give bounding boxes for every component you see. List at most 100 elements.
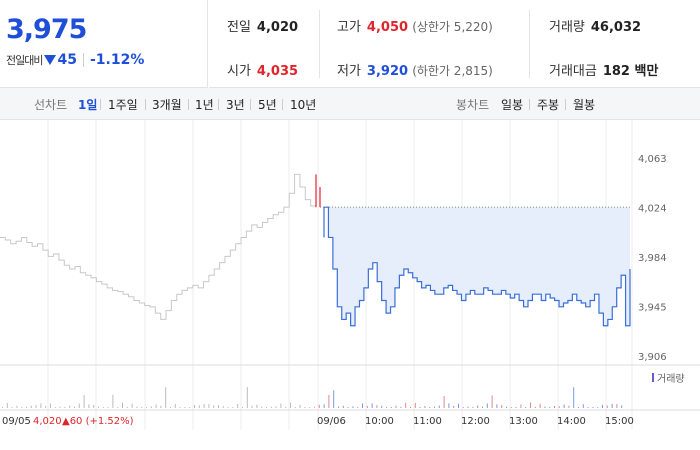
candle-monthly[interactable]: 월봉 [573, 98, 596, 112]
volume-bar [616, 404, 618, 408]
volume-bar [419, 407, 421, 408]
volume-bar [477, 405, 479, 408]
candle-daily[interactable]: 일봉 [501, 98, 524, 112]
stat-open: 시가 4,035 [227, 60, 298, 79]
stat-value: 4,035 [256, 64, 299, 79]
today-session-line [324, 206, 631, 327]
stat-amount: 거래대금 182 백만 [549, 60, 658, 79]
volume-bar [208, 403, 210, 408]
stat-value: 4,020 [256, 20, 299, 35]
line-chart-label: 선차트 [34, 98, 68, 112]
volume-bar [270, 406, 272, 408]
volume-bar [366, 405, 368, 408]
volume-bar [184, 407, 186, 408]
volume-bar [424, 405, 426, 408]
volume-bar [472, 407, 474, 408]
period-5y[interactable]: 5년 [258, 98, 277, 112]
volume-bar [194, 404, 195, 408]
x-tick-label: 09/06 [317, 416, 346, 427]
prev-day-date: 09/05 [2, 416, 31, 427]
period-1w[interactable]: 1주일 [108, 98, 138, 112]
volume-bar [237, 403, 239, 408]
chart-area [324, 207, 630, 326]
volume-bar [256, 404, 258, 408]
stat-volume: 거래량 46,032 [549, 16, 641, 35]
divider [250, 99, 251, 110]
volume-bar [285, 406, 287, 408]
volume-bar [275, 406, 277, 408]
volume-bar [290, 402, 291, 408]
price-box: 3,975 전일대비 45 -1.12% [0, 0, 208, 88]
down-triangle-icon [44, 55, 57, 65]
volume-bar [69, 405, 71, 408]
y-tick-label: 4,063 [638, 154, 667, 165]
volume-bar [107, 407, 109, 408]
volume-bar [170, 407, 171, 408]
divider [145, 99, 146, 110]
period-1d[interactable]: 1일 [78, 98, 98, 112]
volume-bar [602, 404, 603, 408]
chart-lines [0, 173, 632, 327]
volume-legend-group: 거래량 [652, 373, 685, 385]
volume-bar [122, 402, 123, 408]
volume-bar [573, 387, 575, 408]
volume-bar [6, 402, 8, 408]
volume-bar [136, 406, 138, 408]
volume-bar [88, 404, 90, 408]
volume-bar [98, 406, 99, 408]
volume-bar [491, 395, 493, 408]
volume-bar [93, 404, 95, 408]
divider [82, 53, 84, 67]
prev-session-line [0, 173, 317, 320]
stat-label: 거래량 [549, 20, 585, 35]
change-label: 전일대비 [6, 54, 43, 67]
volume-bar [338, 406, 339, 408]
stat-value: 46,032 [590, 20, 642, 35]
volume-bar [318, 404, 320, 408]
volume-bar [510, 407, 512, 408]
volume-bar [578, 406, 579, 408]
x-tick-label: 12:00 [461, 416, 490, 427]
volume-bar [405, 402, 407, 408]
price-chart[interactable]: 4,063 4,024 3,984 3,945 3,906 09/05 4,020 ▲60 … [0, 120, 700, 450]
divider [100, 99, 101, 110]
volume-bar [35, 405, 37, 408]
volume-bar [78, 403, 80, 408]
period-1y[interactable]: 1년 [195, 98, 214, 112]
volume-legend-swatch [652, 373, 654, 382]
volume-bar [462, 407, 464, 408]
volume-bar [438, 405, 440, 408]
volume-bar [386, 406, 387, 408]
period-3y[interactable]: 3년 [226, 98, 245, 112]
volume-bars [2, 387, 623, 408]
volume-bar [458, 403, 459, 408]
volume-bar [117, 407, 119, 408]
volume-bar [54, 407, 56, 408]
volume-bar [179, 407, 181, 408]
volume-bar [246, 387, 248, 408]
volume-bar [506, 406, 507, 408]
y-tick-label: 4,024 [638, 204, 667, 215]
volume-bar [64, 407, 66, 408]
period-3m[interactable]: 3개월 [152, 98, 182, 112]
volume-bar [597, 407, 599, 408]
x-tick-label: 10:00 [365, 416, 394, 427]
volume-bar [45, 405, 47, 408]
volume-bar [333, 390, 335, 408]
volume-bar [160, 405, 162, 408]
volume-bar [146, 407, 147, 408]
period-10y[interactable]: 10년 [290, 98, 317, 112]
volume-bar [371, 403, 373, 408]
volume-bar [328, 394, 330, 408]
volume-bar [242, 407, 243, 408]
divider [282, 99, 283, 110]
volume-bar [486, 403, 488, 408]
volume-bar [314, 406, 315, 408]
volume-bar [434, 406, 435, 408]
prev-day-change: ▲60 (+1.52%) [62, 416, 134, 427]
volume-bar [453, 405, 455, 408]
stats-panel: 전일 4,020 고가 4,050 (상한가 5,220) 거래량 46,032 시가… [209, 0, 700, 88]
candle-weekly[interactable]: 주봉 [537, 98, 560, 112]
y-tick-label: 3,906 [638, 352, 667, 363]
volume-bar [621, 405, 623, 408]
